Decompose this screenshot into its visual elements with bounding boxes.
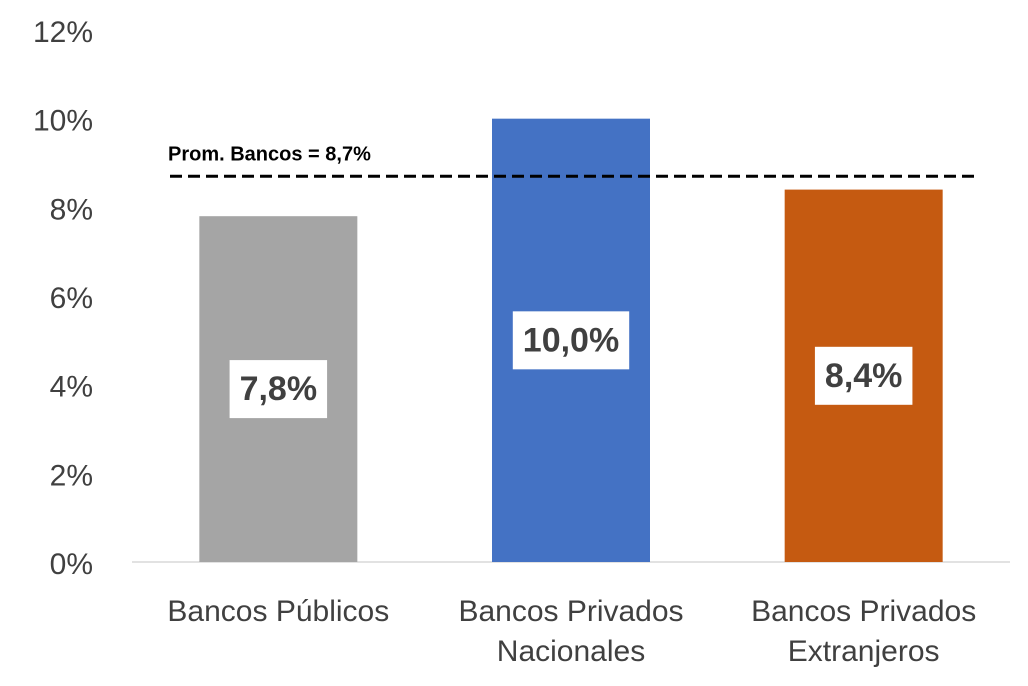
y-tick-label: 6% [50,282,93,315]
y-tick-label: 4% [50,371,93,404]
value-label: 8,4% [825,357,903,395]
y-tick-label: 2% [50,459,93,492]
x-tick-label: Bancos Privados Nacionales [458,595,684,668]
y-tick-label: 0% [50,548,93,581]
y-tick-label: 12% [33,16,93,49]
value-label-box [229,360,328,419]
y-tick-label: 10% [33,105,93,138]
value-label-box [814,346,913,405]
value-label: 7,8% [240,370,318,408]
value-label-group: 7,8% [229,360,328,419]
value-label-group: 10,0% [512,311,630,370]
value-label-box [512,311,630,370]
x-tick-label: Bancos Públicos [167,595,390,628]
reference-label: Prom. Bancos = 8,7% [168,144,371,166]
value-label: 10,0% [523,321,619,359]
x-tick-label: Bancos Privados Extranjeros [751,595,977,668]
y-tick-label: 8% [50,193,93,226]
value-label-group: 8,4% [814,346,913,405]
